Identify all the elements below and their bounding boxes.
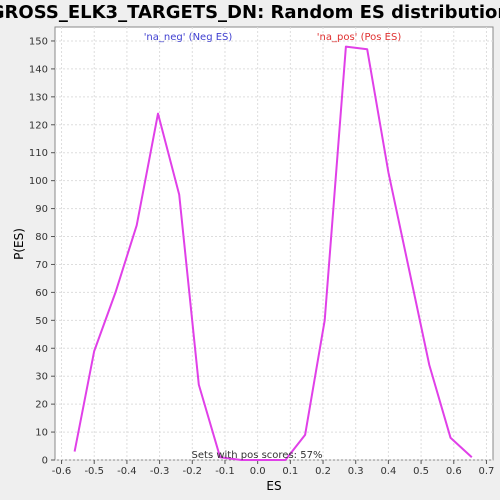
x-tick-label: 0.1 xyxy=(282,466,298,477)
x-axis-ticks: -0.6 -0.5 -0.4 -0.3 -0.2 -0.1 0.0 0.1 0.2 0.3 0.4 0… xyxy=(52,460,495,477)
y-tick-label: 80 xyxy=(35,232,48,243)
legend-pos-es: 'na_pos' (Pos ES) xyxy=(317,32,402,43)
x-tick-label: 0.4 xyxy=(380,466,396,477)
y-axis-label: P(ES) xyxy=(12,228,26,260)
pos-score-annotation: Sets with pos scores: 57% xyxy=(192,450,323,461)
y-tick-label: 120 xyxy=(29,120,48,131)
y-tick-label: 130 xyxy=(29,92,48,103)
x-tick-label: -0.4 xyxy=(117,466,137,477)
x-tick-label: 0.6 xyxy=(446,466,462,477)
y-tick-label: 40 xyxy=(35,344,48,355)
x-tick-label: 0.2 xyxy=(315,466,331,477)
series-group xyxy=(73,45,473,461)
y-tick-label: 20 xyxy=(35,400,48,411)
y-tick-label: 50 xyxy=(35,316,48,327)
x-tick-label: -0.2 xyxy=(183,466,203,477)
x-tick-label: 0.7 xyxy=(479,466,495,477)
grid-lines xyxy=(55,27,493,461)
x-tick-label: -0.1 xyxy=(215,466,235,477)
legend-neg-es: 'na_neg' (Neg ES) xyxy=(144,32,233,43)
x-axis-label: ES xyxy=(266,479,281,493)
x-tick-label: 0.3 xyxy=(348,466,364,477)
y-tick-label: 90 xyxy=(35,204,48,215)
x-tick-label: -0.6 xyxy=(52,466,72,477)
y-axis-ticks: 0 10 20 30 40 50 60 70 80 90 100 110 120 130 140 150 xyxy=(29,36,55,467)
x-tick-label: -0.3 xyxy=(150,466,170,477)
y-tick-label: 70 xyxy=(35,260,48,271)
x-tick-label: 0.5 xyxy=(413,466,429,477)
es-distribution-line xyxy=(73,45,473,461)
y-tick-label: 100 xyxy=(29,176,48,187)
chart-title: GROSS_ELK3_TARGETS_DN: Random ES distrib… xyxy=(0,2,500,23)
y-tick-label: 60 xyxy=(35,288,48,299)
x-tick-label: 0.0 xyxy=(250,466,266,477)
y-tick-label: 0 xyxy=(42,456,48,467)
y-tick-label: 150 xyxy=(29,36,48,47)
y-tick-label: 30 xyxy=(35,372,48,383)
y-tick-label: 10 xyxy=(35,428,48,439)
y-tick-label: 140 xyxy=(29,64,48,75)
x-tick-label: -0.5 xyxy=(84,466,104,477)
y-tick-label: 110 xyxy=(29,148,48,159)
plot-area xyxy=(54,26,494,461)
